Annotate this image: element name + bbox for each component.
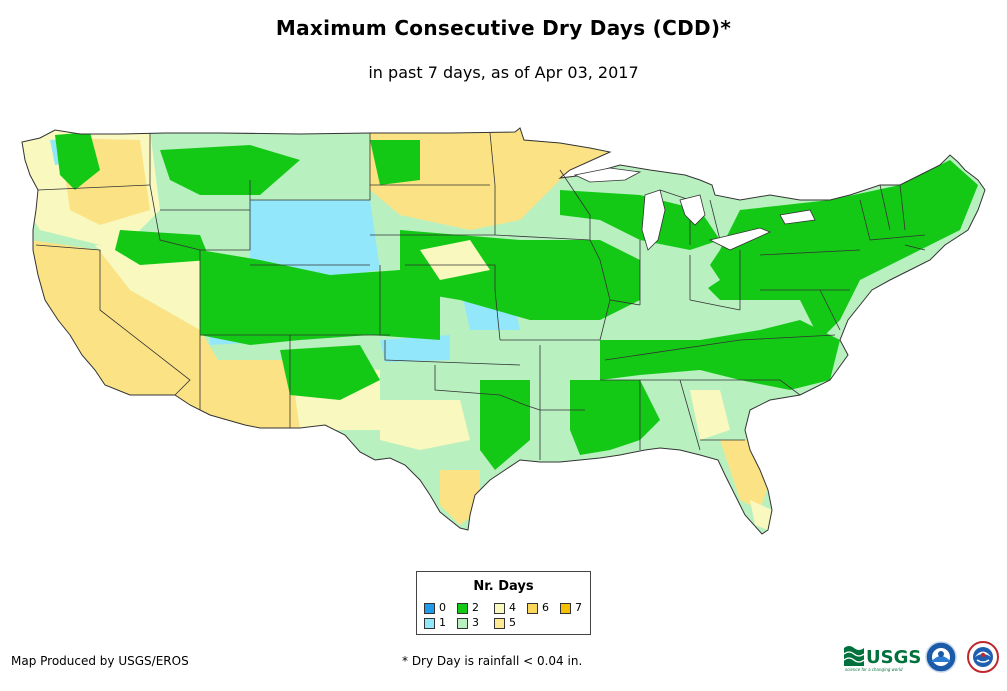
usgs-wordmark: USGS (866, 647, 921, 668)
legend-swatch-1 (424, 618, 435, 629)
legend-label-6: 6 (542, 601, 549, 614)
map-subtitle: in past 7 days, as of Apr 03, 2017 (368, 63, 639, 82)
map-credit: Map Produced by USGS/EROS (11, 654, 189, 668)
legend-swatch-5 (494, 618, 505, 629)
agency-logos: USGS science for a changing world (843, 641, 999, 673)
legend-label-1: 1 (439, 616, 446, 629)
legend-swatch-7 (560, 603, 571, 614)
legend-swatch-4 (494, 603, 505, 614)
legend-label-5: 5 (509, 616, 516, 629)
map-title: Maximum Consecutive Dry Days (CDD)* (275, 16, 732, 40)
legend-label-7: 7 (575, 601, 582, 614)
cdd-color-field (22, 128, 985, 534)
usgs-wave-icon (844, 646, 864, 666)
nws-logo-icon (967, 641, 999, 673)
legend-swatch-3 (457, 618, 468, 629)
noaa-logo-icon (925, 641, 957, 673)
legend-label-0: 0 (439, 601, 446, 614)
us-dry-days-map (21, 127, 986, 535)
dry-day-footnote: * Dry Day is rainfall < 0.04 in. (402, 654, 583, 668)
legend-swatch-2 (457, 603, 468, 614)
legend-label-2: 2 (472, 601, 479, 614)
legend-label-3: 3 (472, 616, 479, 629)
legend-label-4: 4 (509, 601, 516, 614)
usgs-logo: USGS science for a changing world (843, 646, 921, 672)
legend-swatch-0 (424, 603, 435, 614)
usgs-tagline: science for a changing world (845, 667, 903, 672)
legend-title: Nr. Days (473, 579, 534, 594)
great-lakes (573, 167, 816, 251)
legend: Nr. Days 0 1 2 3 4 5 6 7 (416, 571, 591, 635)
legend-swatch-6 (527, 603, 538, 614)
